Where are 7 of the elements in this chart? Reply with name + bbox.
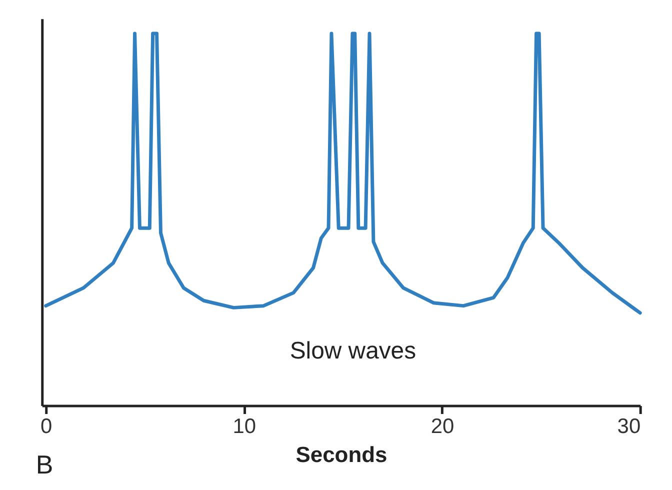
x-tick-label: 0 <box>40 414 52 438</box>
x-tick-label: 20 <box>430 414 454 438</box>
text: B <box>36 451 54 480</box>
x-axis-title: Seconds <box>296 442 388 467</box>
x-tick-label: 10 <box>232 414 256 438</box>
x-tick-label: 30 <box>617 414 641 438</box>
annotation: Slow waves <box>290 337 416 364</box>
